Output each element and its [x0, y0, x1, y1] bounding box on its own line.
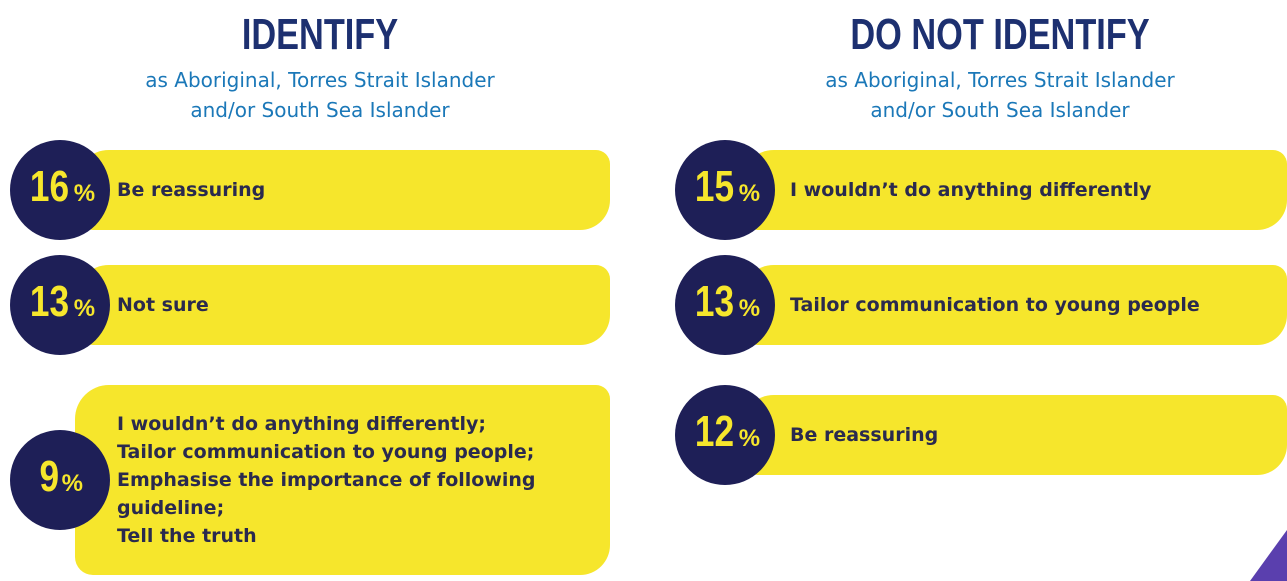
column-subtitle: and/or South Sea Islander — [870, 98, 1130, 122]
item-text: I wouldn’t do anything differently; — [117, 413, 486, 435]
item-text: guideline; — [117, 497, 225, 519]
item-text: Tell the truth — [117, 525, 257, 547]
percent-badge: 9% — [10, 430, 110, 530]
percent-value: 12 — [694, 407, 734, 456]
percent-badge: 13% — [10, 255, 110, 355]
item-band: I wouldn’t do anything differently — [740, 150, 1287, 230]
decoration — [1250, 530, 1287, 581]
item-text: Not sure — [117, 294, 209, 316]
percent-badge: 13% — [675, 255, 775, 355]
corner-shape — [1250, 530, 1287, 581]
percent-badge: 16% — [10, 140, 110, 240]
item-text: Be reassuring — [117, 179, 266, 201]
column-subtitle: as Aboriginal, Torres Strait Islander — [825, 68, 1175, 92]
percent-badge: 15% — [675, 140, 775, 240]
percent-unit: % — [738, 295, 761, 322]
item-band: I wouldn’t do anything differently; Tailo… — [75, 385, 610, 575]
percent-unit: % — [61, 470, 83, 497]
percent-value: 16 — [29, 162, 69, 211]
item-band: Be reassuring — [75, 150, 610, 230]
column-subtitle: and/or South Sea Islander — [190, 98, 450, 122]
item-band: Tailor communication to young people — [740, 265, 1287, 345]
percent-unit: % — [73, 295, 96, 322]
column-title: DO NOT IDENTIFY — [850, 10, 1150, 59]
percent-badge: 12% — [675, 385, 775, 485]
item-text: I wouldn’t do anything differently — [790, 179, 1152, 201]
percent-value: 9 — [39, 452, 60, 501]
item-text: Tailor communication to young people; — [117, 441, 535, 463]
item-text: Tailor communication to young people — [790, 294, 1200, 316]
percent-value: 13 — [694, 277, 734, 326]
percent-unit: % — [738, 180, 761, 207]
column-title: IDENTIFY — [241, 10, 399, 59]
percent-unit: % — [738, 425, 761, 452]
percent-unit: % — [73, 180, 96, 207]
item-text: Emphasise the importance of following — [117, 469, 536, 491]
item-band: Not sure — [75, 265, 610, 345]
item-text: Be reassuring — [790, 424, 939, 446]
percent-value: 15 — [694, 162, 734, 211]
percent-value: 13 — [29, 277, 69, 326]
column-subtitle: as Aboriginal, Torres Strait Islander — [145, 68, 495, 92]
item-band: Be reassuring — [740, 395, 1287, 475]
